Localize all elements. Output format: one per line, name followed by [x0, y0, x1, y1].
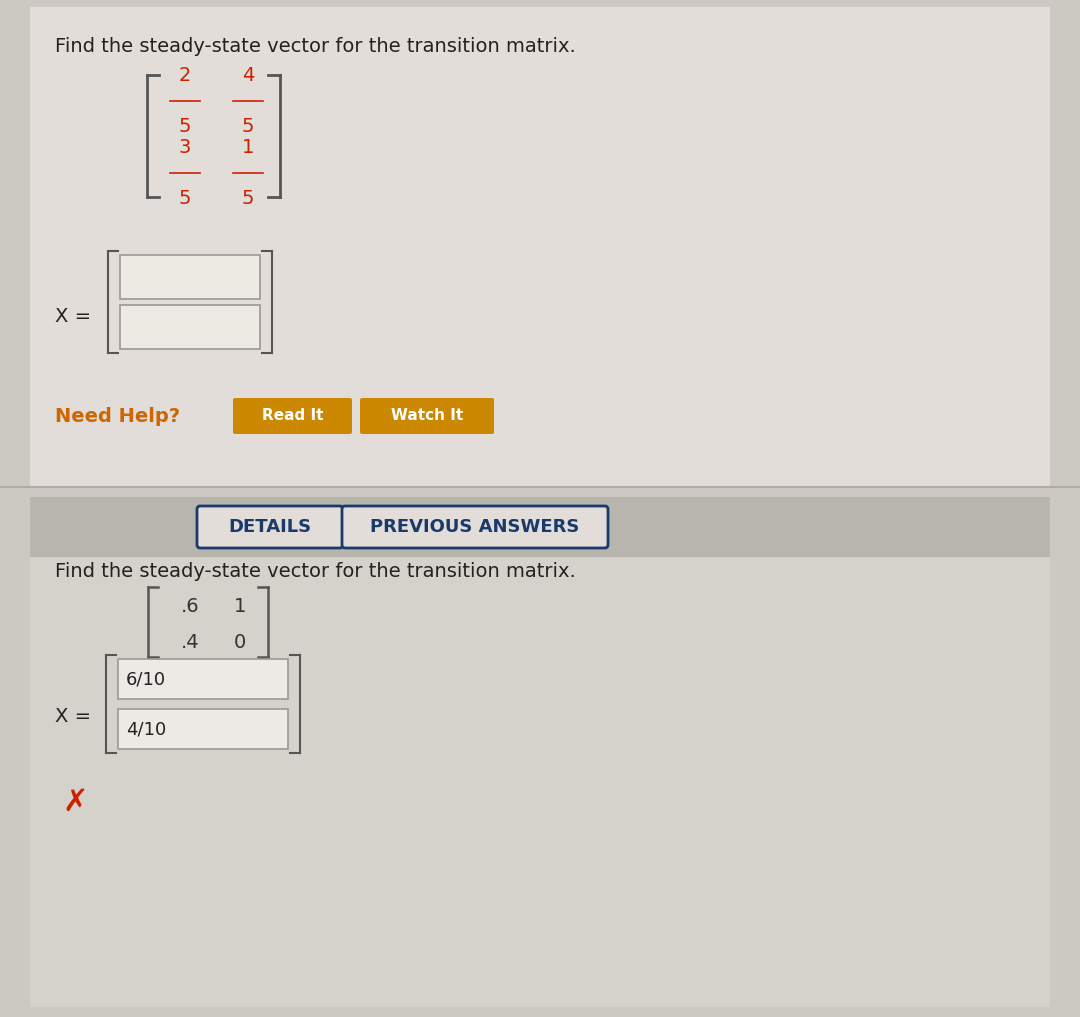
Bar — [120, 255, 260, 299]
Text: Need Help?: Need Help? — [55, 408, 180, 426]
FancyBboxPatch shape — [342, 506, 608, 548]
Text: .4: .4 — [180, 633, 200, 652]
Text: Read It: Read It — [261, 409, 323, 423]
Bar — [120, 305, 260, 349]
Bar — [30, 497, 1050, 557]
Bar — [118, 709, 288, 749]
Text: DETAILS: DETAILS — [229, 518, 311, 536]
Text: X =: X = — [55, 307, 91, 326]
Text: 4/10: 4/10 — [126, 720, 166, 738]
Text: 6/10: 6/10 — [126, 670, 166, 687]
Text: X =: X = — [55, 708, 91, 726]
Text: Watch It: Watch It — [391, 409, 463, 423]
FancyBboxPatch shape — [360, 398, 494, 434]
Text: 5: 5 — [242, 189, 254, 208]
Text: 5: 5 — [179, 189, 191, 208]
FancyBboxPatch shape — [233, 398, 352, 434]
Text: 5: 5 — [179, 117, 191, 136]
Text: Find the steady-state vector for the transition matrix.: Find the steady-state vector for the tra… — [55, 562, 576, 581]
Bar — [30, 497, 1050, 1007]
Text: 1: 1 — [233, 598, 246, 616]
Text: ✗: ✗ — [63, 787, 87, 817]
Text: 3: 3 — [179, 138, 191, 157]
Text: 2: 2 — [179, 66, 191, 85]
Bar — [118, 659, 288, 699]
FancyBboxPatch shape — [197, 506, 343, 548]
Text: 0: 0 — [234, 633, 246, 652]
Text: 5: 5 — [242, 117, 254, 136]
Bar — [30, 7, 1050, 487]
Text: 4: 4 — [242, 66, 254, 85]
Text: Find the steady-state vector for the transition matrix.: Find the steady-state vector for the tra… — [55, 37, 576, 56]
Text: .6: .6 — [180, 598, 200, 616]
Text: 1: 1 — [242, 138, 254, 157]
Text: PREVIOUS ANSWERS: PREVIOUS ANSWERS — [370, 518, 580, 536]
